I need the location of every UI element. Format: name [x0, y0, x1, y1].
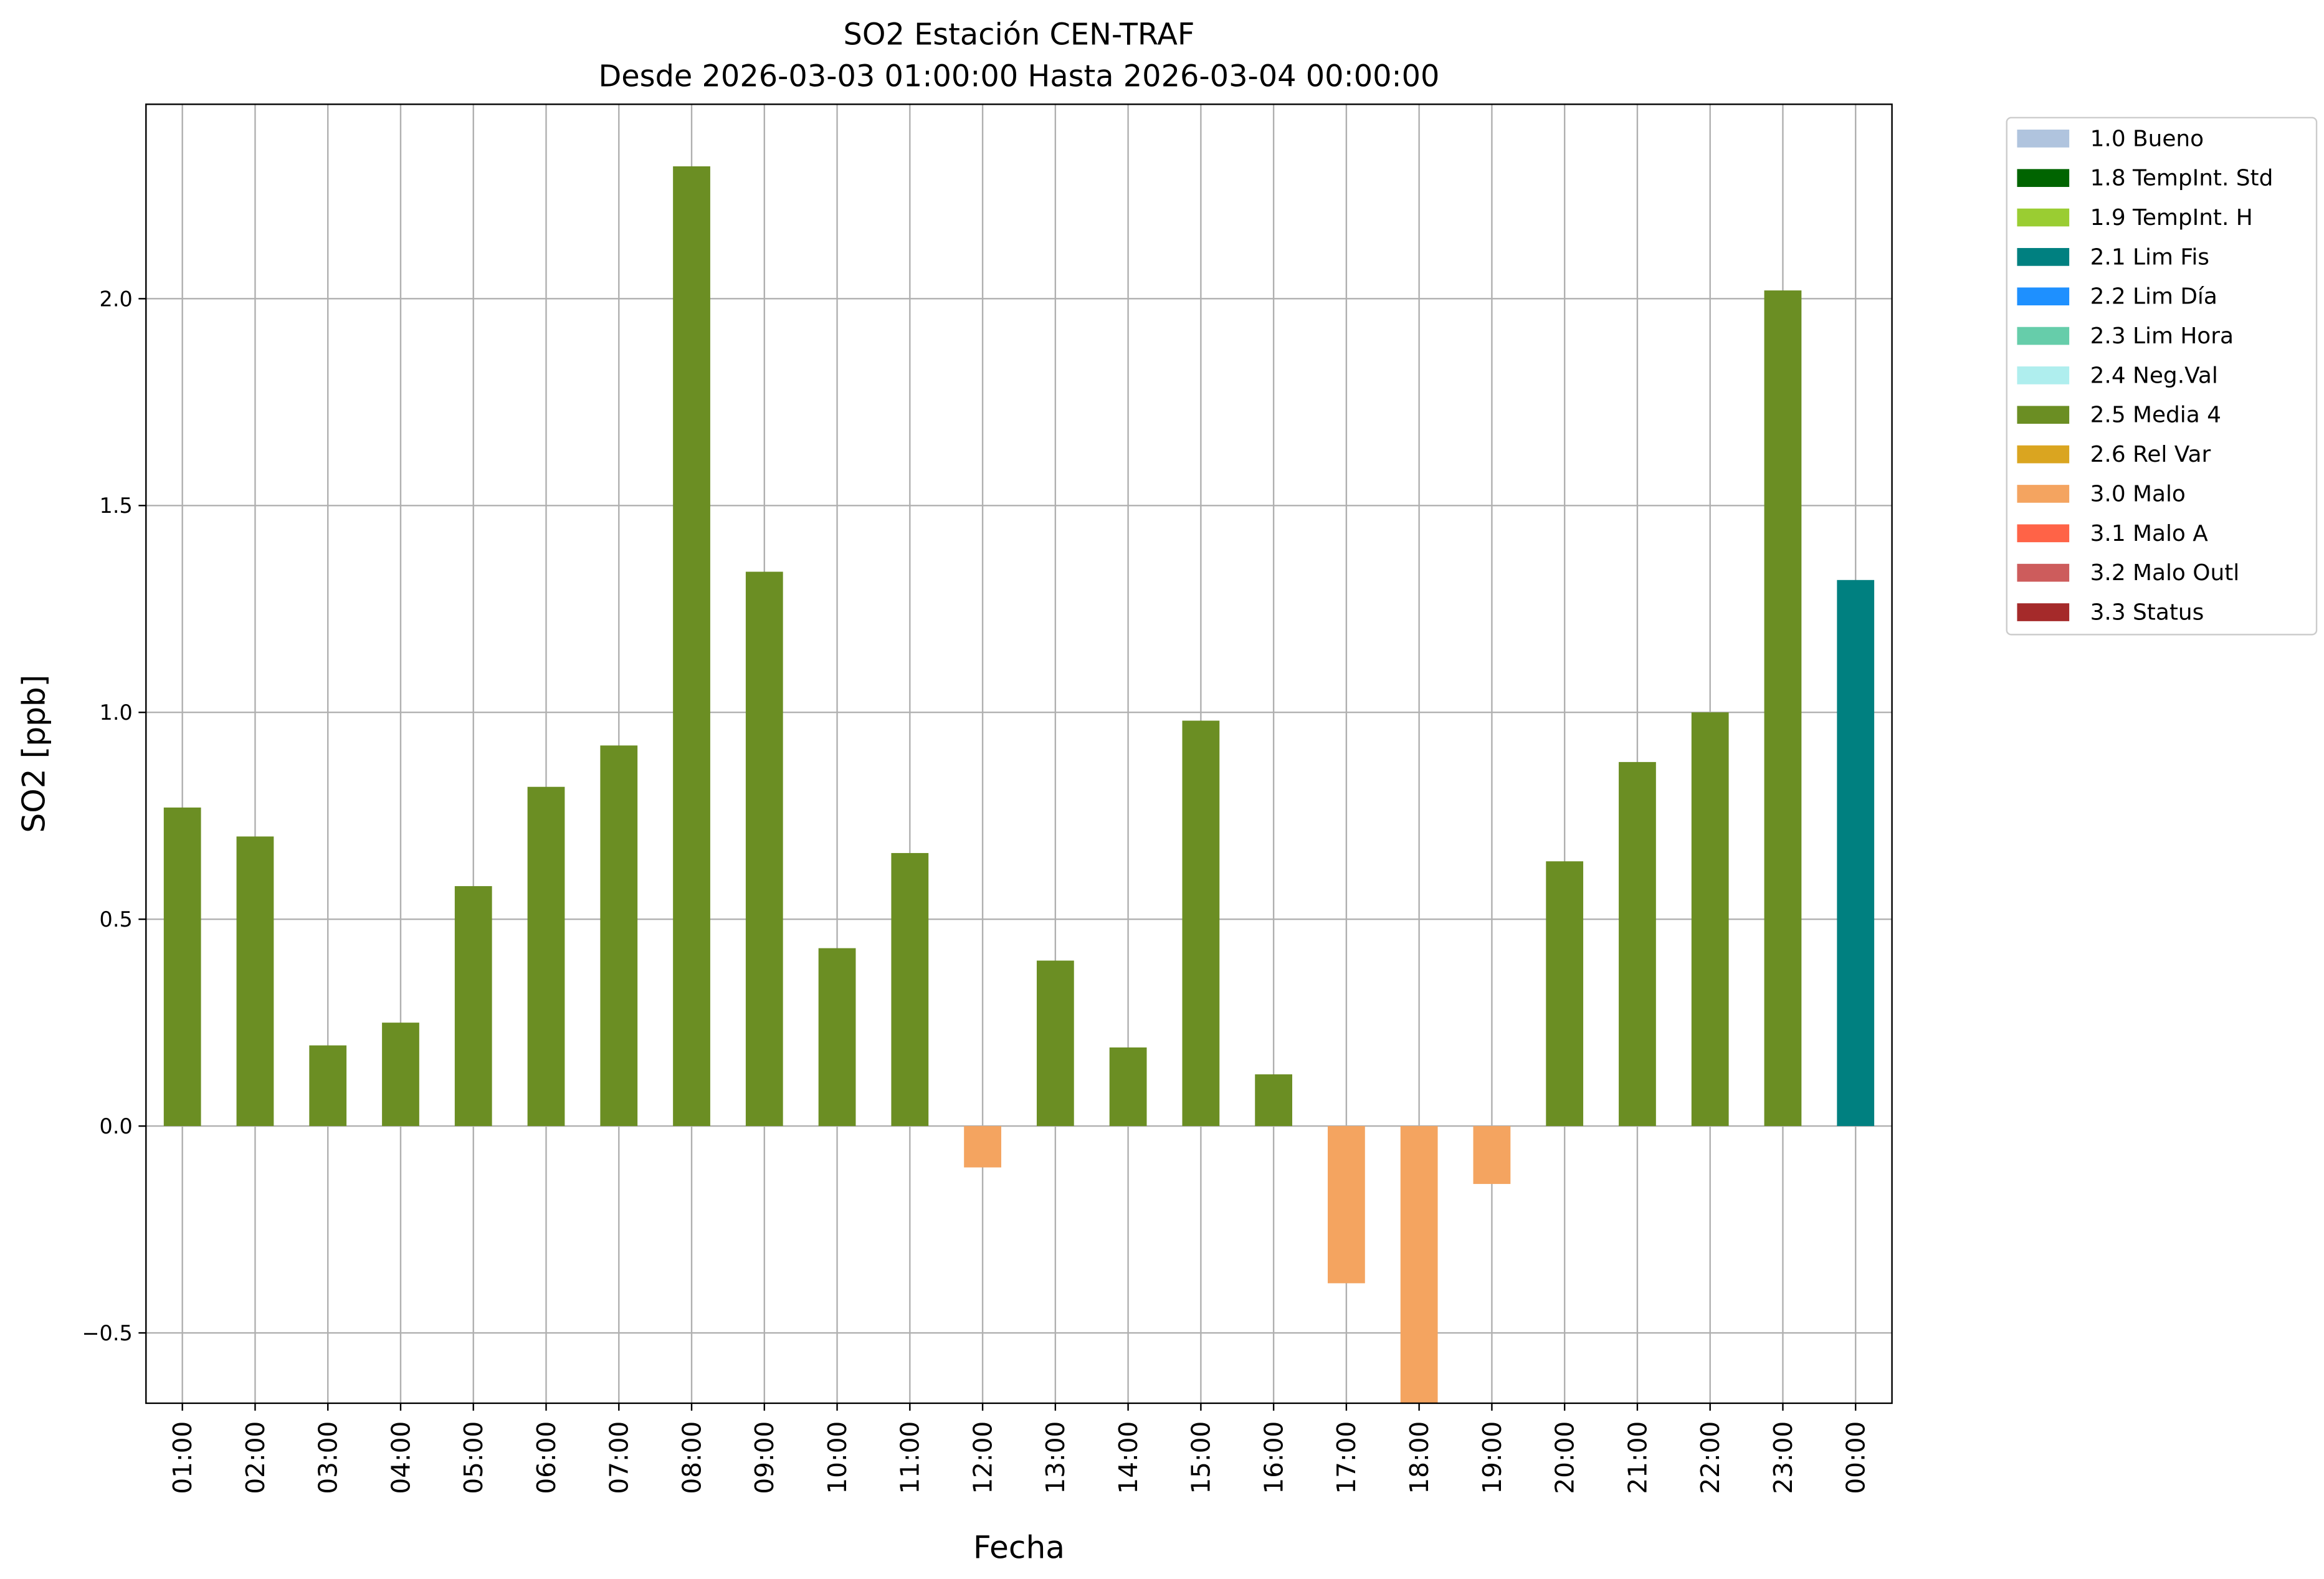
chart-title: SO2 Estación CEN-TRAF: [844, 18, 1195, 52]
legend-label: 2.2 Lim Día: [2090, 284, 2217, 310]
y-tick-label: 2.0: [100, 287, 133, 311]
y-tick-label: 1.0: [100, 700, 133, 725]
bar: [454, 886, 492, 1127]
x-tick-label: 05:00: [459, 1421, 488, 1494]
legend-label: 2.4 Neg.Val: [2090, 363, 2218, 388]
x-tick-label: 15:00: [1186, 1421, 1216, 1494]
bar: [891, 852, 929, 1127]
x-tick-label: 21:00: [1622, 1421, 1652, 1494]
x-tick-label: 07:00: [604, 1421, 634, 1494]
legend-label: 1.8 TempInt. Std: [2090, 166, 2274, 191]
bar: [527, 786, 565, 1127]
legend-label: 2.6 Rel Var: [2090, 442, 2211, 467]
bar: [1036, 960, 1074, 1127]
y-tick-label: 0.0: [100, 1114, 133, 1138]
bar: [1109, 1047, 1147, 1127]
y-tick-label: 1.5: [100, 494, 133, 518]
legend-label: 2.1 Lim Fis: [2090, 244, 2209, 270]
x-axis: 01:00 02:00 03:00 04:00 05:00 06:00 07:00 08:00…: [168, 1403, 1871, 1494]
bar: [1764, 290, 1802, 1127]
x-axis-label: Fecha: [973, 1529, 1065, 1566]
x-tick-label: 00:00: [1841, 1421, 1871, 1494]
legend-box: [2006, 117, 2318, 636]
x-tick-label: 14:00: [1113, 1421, 1143, 1494]
legend-label: 1.9 TempInt. H: [2090, 205, 2253, 231]
legend-swatch: [2017, 248, 2070, 266]
legend-swatch: [2017, 327, 2070, 345]
bar: [1473, 1126, 1511, 1185]
legend-label: 2.5 Media 4: [2090, 403, 2221, 428]
legend-label: 3.0 Malo: [2090, 481, 2186, 507]
x-tick-label: 10:00: [822, 1421, 852, 1494]
bar: [1400, 1126, 1438, 1403]
bar: [745, 571, 783, 1127]
bar: [1619, 761, 1656, 1127]
y-axis-label: SO2 [ppb]: [16, 675, 52, 833]
legend-swatch: [2017, 169, 2070, 188]
legend-swatch: [2017, 485, 2070, 503]
bar: [1546, 861, 1584, 1127]
x-tick-label: 04:00: [386, 1421, 416, 1494]
legend-swatch: [2017, 524, 2070, 543]
bar: [236, 836, 274, 1127]
bar: [1691, 712, 1729, 1127]
legend-swatch: [2017, 445, 2070, 464]
x-tick-label: 12:00: [968, 1421, 998, 1494]
plot-frame: [145, 103, 1893, 1405]
legend-label: 3.3 Status: [2090, 599, 2204, 625]
x-tick-label: 13:00: [1041, 1421, 1070, 1494]
legend-swatch: [2017, 129, 2070, 148]
legend-label: 3.1 Malo A: [2090, 521, 2209, 546]
bar: [1837, 580, 1875, 1127]
chart-subtitle: Desde 2026-03-03 01:00:00 Hasta 2026-03-…: [598, 60, 1439, 94]
x-tick-label: 08:00: [677, 1421, 707, 1494]
bar: [382, 1023, 419, 1127]
x-tick-label: 22:00: [1695, 1421, 1725, 1494]
x-tick-label: 17:00: [1331, 1421, 1361, 1494]
x-tick-label: 20:00: [1550, 1421, 1580, 1494]
legend-label: 2.3 Lim Hora: [2090, 323, 2234, 349]
legend-label: 1.0 Bueno: [2090, 126, 2204, 151]
grid: [146, 104, 1892, 1403]
x-tick-label: 18:00: [1404, 1421, 1434, 1494]
x-tick-label: 02:00: [240, 1421, 270, 1494]
x-tick-label: 06:00: [531, 1421, 561, 1494]
bar: [964, 1126, 1001, 1168]
legend-swatch: [2017, 287, 2070, 306]
x-tick-label: 19:00: [1477, 1421, 1507, 1494]
bar: [600, 745, 638, 1127]
y-tick-label: 0.5: [100, 907, 133, 932]
bar: [818, 948, 856, 1127]
legend-label: 3.2 Malo Outl: [2090, 560, 2240, 586]
legend-swatch: [2017, 563, 2070, 582]
y-axis: −0.5 0.0 0.5 1.0 1.5 2.0: [82, 287, 146, 1345]
x-tick-label: 23:00: [1768, 1421, 1798, 1494]
x-tick-label: 01:00: [168, 1421, 198, 1494]
bar: [673, 166, 710, 1127]
bar: [1255, 1074, 1293, 1127]
bar: [163, 807, 201, 1127]
bar: [1182, 720, 1220, 1127]
legend-swatch: [2017, 366, 2070, 384]
x-tick-label: 09:00: [750, 1421, 779, 1494]
bar: [309, 1045, 347, 1127]
x-tick-label: 16:00: [1259, 1421, 1288, 1494]
legend-swatch: [2017, 406, 2070, 424]
bars: [163, 166, 1875, 1403]
y-tick-label: −0.5: [82, 1321, 133, 1345]
x-tick-label: 11:00: [895, 1421, 925, 1494]
legend-swatch: [2017, 603, 2070, 621]
legend: 1.0 Bueno 1.8 TempInt. Std 1.9 TempInt. H 2…: [2006, 117, 2318, 636]
legend-swatch: [2017, 208, 2070, 227]
x-tick-label: 03:00: [313, 1421, 343, 1494]
bar: [1328, 1126, 1365, 1284]
